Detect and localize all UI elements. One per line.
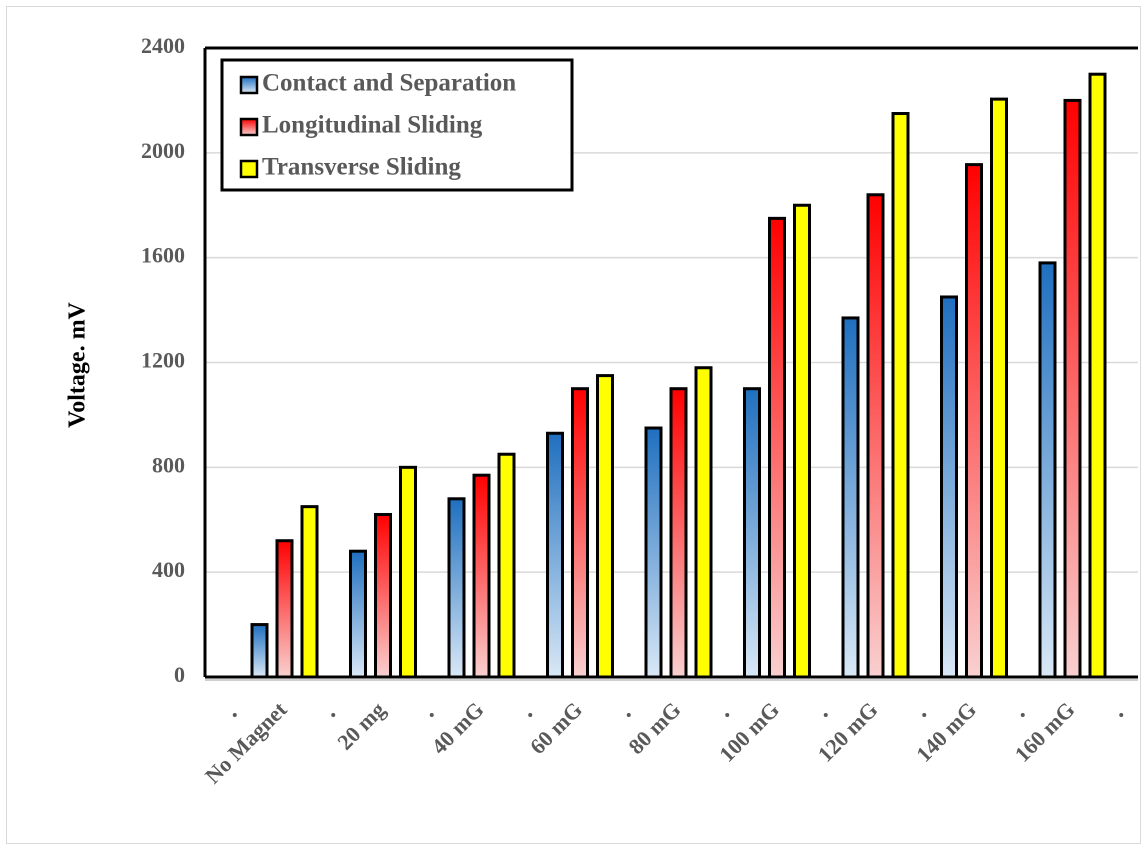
bar-longitudinal-sliding-6	[866, 193, 885, 679]
x-tick-mark	[528, 713, 533, 717]
x-tick-label: 160 mG	[1010, 697, 1080, 767]
axes-group	[203, 46, 1138, 681]
x-tick-label: 60 mG	[525, 697, 587, 759]
legend-swatch	[239, 75, 259, 95]
bar-contact-separation-6	[841, 316, 860, 679]
y-tick-label: 0	[174, 662, 185, 687]
bar-contact-separation-3	[546, 431, 564, 679]
x-tick-label: 80 mG	[623, 697, 685, 759]
x-tick-label: 100 mG	[714, 697, 784, 767]
x-tick-label: 140 mG	[911, 697, 981, 767]
legend-label: Transverse Sliding	[262, 154, 461, 181]
x-tick-label: 20 mg	[332, 697, 390, 755]
y-axis-label: Voltage. mV	[65, 301, 91, 427]
bars-group	[250, 72, 1107, 679]
bar-longitudinal-sliding-7	[965, 163, 983, 679]
y-tick-label: 1600	[141, 243, 185, 268]
legend-label: Contact and Separation	[262, 70, 516, 97]
x-tick-mark	[823, 713, 828, 717]
bar-transverse-sliding-7	[990, 97, 1008, 679]
bar-contact-separation-8	[1038, 261, 1057, 679]
bar-longitudinal-sliding-5	[768, 216, 786, 679]
bar-longitudinal-sliding-4	[669, 387, 688, 679]
bar-longitudinal-sliding-3	[571, 387, 589, 679]
legend-swatch	[239, 117, 259, 137]
x-tick-mark	[1020, 713, 1025, 717]
x-tick-mark	[626, 713, 631, 717]
x-tick-mark	[725, 713, 730, 717]
bar-longitudinal-sliding-2	[472, 473, 491, 679]
bar-transverse-sliding-0	[300, 505, 319, 679]
y-tick-label: 1200	[141, 348, 185, 373]
bar-contact-separation-1	[349, 549, 367, 679]
bar-contact-separation-4	[644, 426, 663, 679]
bar-contact-separation-2	[447, 497, 466, 679]
bar-transverse-sliding-8	[1088, 72, 1107, 679]
legend-box	[220, 58, 574, 192]
bar-longitudinal-sliding-1	[374, 513, 392, 679]
bar-contact-separation-0	[250, 623, 269, 679]
x-tick-mark	[331, 713, 336, 717]
bar-transverse-sliding-3	[596, 374, 614, 679]
bar-longitudinal-sliding-8	[1063, 98, 1082, 679]
x-tick-label: No Magnet	[200, 696, 292, 788]
y-tick-label: 800	[152, 452, 185, 477]
bar-contact-separation-5	[743, 387, 761, 679]
x-tick-label: 120 mG	[813, 697, 883, 767]
x-tick-mark	[1119, 713, 1124, 717]
bar-contact-separation-7	[940, 295, 958, 679]
legend: Contact and Separation Longitudinal Slidi…	[220, 58, 574, 192]
legend-label: Longitudinal Sliding	[262, 112, 483, 139]
bar-transverse-sliding-1	[399, 465, 417, 679]
bar-transverse-sliding-4	[694, 366, 713, 679]
x-tick-mark	[232, 713, 237, 717]
bar-transverse-sliding-2	[497, 452, 516, 679]
bar-transverse-sliding-6	[891, 112, 910, 679]
x-tick-label: 40 mG	[426, 697, 488, 759]
y-tick-label: 2000	[141, 138, 185, 163]
bar-transverse-sliding-5	[793, 203, 811, 679]
x-tick-mark	[429, 713, 434, 717]
y-tick-label: 2400	[141, 33, 185, 58]
x-tick-mark	[922, 713, 927, 717]
bar-longitudinal-sliding-0	[275, 539, 294, 679]
legend-swatch	[239, 159, 259, 179]
y-tick-label: 400	[152, 557, 185, 582]
